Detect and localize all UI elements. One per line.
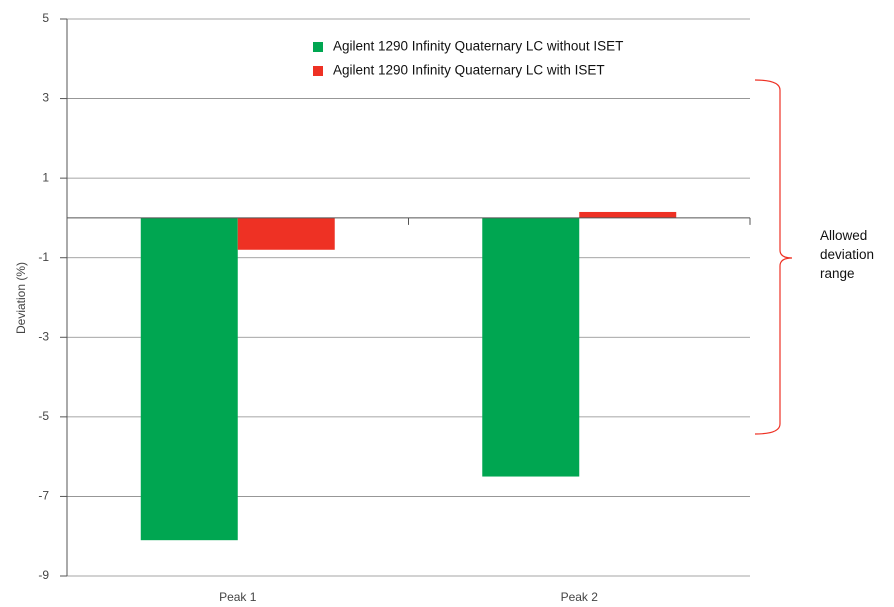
- y-tick-label: 1: [42, 170, 49, 184]
- bar: [140, 217, 238, 541]
- legend-label: Agilent 1290 Infinity Quaternary LC with…: [333, 39, 623, 54]
- bar: [237, 217, 335, 250]
- x-tick-label: Peak 2: [561, 590, 599, 604]
- y-tick-label: -5: [38, 409, 49, 423]
- y-tick-label: -9: [38, 568, 49, 582]
- range-bracket: [754, 79, 793, 435]
- y-tick-label: -3: [38, 329, 49, 343]
- legend-label: Agilent 1290 Infinity Quaternary LC with…: [333, 63, 605, 78]
- legend-swatch: [313, 42, 323, 52]
- y-axis-label: Deviation (%): [14, 262, 28, 334]
- y-tick-label: -1: [38, 250, 49, 264]
- bar: [579, 211, 677, 218]
- annotation: Allowed deviation range: [820, 228, 875, 281]
- legend-swatch: [313, 66, 323, 76]
- bar: [482, 217, 580, 477]
- x-tick-label: Peak 1: [219, 590, 257, 604]
- y-tick-label: -7: [38, 489, 49, 503]
- y-tick-label: 5: [42, 11, 49, 25]
- y-tick-label: 3: [42, 91, 49, 105]
